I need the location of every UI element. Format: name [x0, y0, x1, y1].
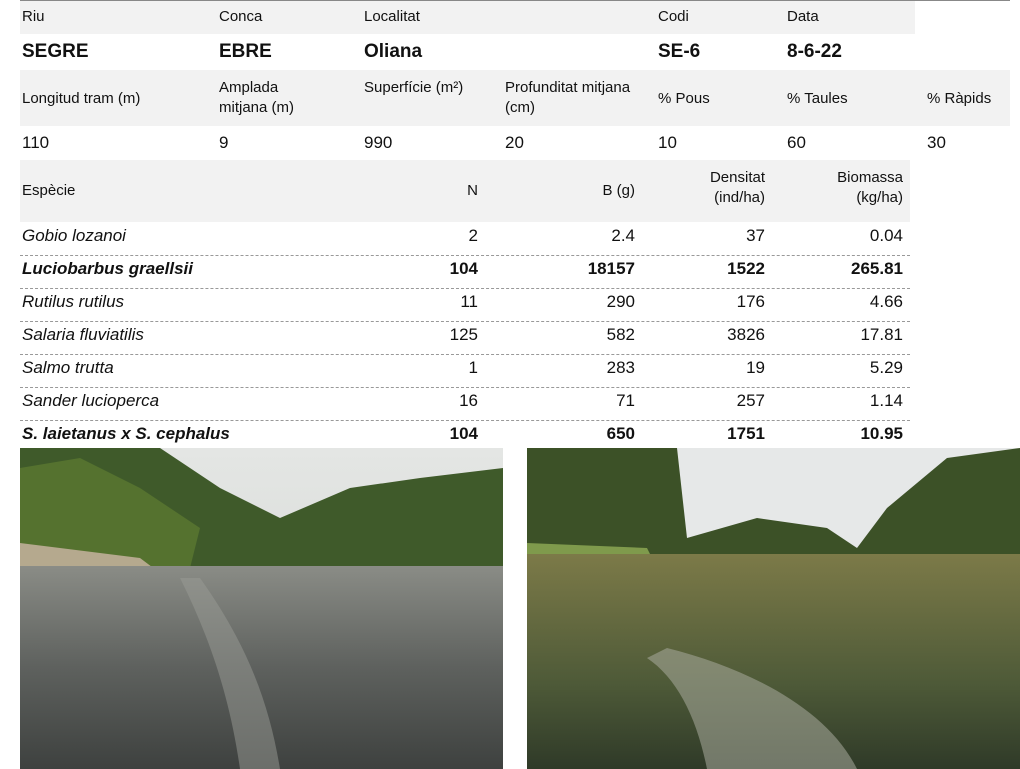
photo-right [527, 448, 1020, 769]
species-b-g: 650 [515, 424, 635, 444]
species-name: S. laietanus x S. cephalus [22, 424, 230, 444]
species-n: 16 [358, 391, 478, 411]
species-density: 3826 [645, 325, 765, 345]
species-b-g: 18157 [515, 259, 635, 279]
species-name: Rutilus rutilus [22, 292, 124, 312]
species-header: Espècie [22, 181, 75, 201]
row-divider [20, 321, 910, 322]
reach-value: 10 [658, 133, 677, 153]
species-biomass: 1.14 [783, 391, 903, 411]
species-header: B (g) [575, 181, 635, 201]
species-n: 11 [358, 292, 478, 312]
species-name: Salmo trutta [22, 358, 114, 378]
site-header: Localitat [364, 7, 420, 27]
site-value: SE-6 [658, 42, 700, 62]
species-biomass: 5.29 [783, 358, 903, 378]
species-b-g: 71 [515, 391, 635, 411]
row-divider [20, 387, 910, 388]
species-n: 125 [358, 325, 478, 345]
reach-value: 990 [364, 133, 392, 153]
species-header: Biomassa (kg/ha) [803, 168, 903, 208]
reach-value: 20 [505, 133, 524, 153]
reach-value: 9 [219, 133, 228, 153]
species-biomass: 10.95 [783, 424, 903, 444]
reach-header: % Taules [787, 89, 907, 109]
reach-header: Amplada mitjana (m) [219, 78, 329, 118]
species-n: 104 [358, 424, 478, 444]
page: (() => { const data = JSON.parse(documen… [0, 0, 1020, 769]
site-value: Oliana [364, 42, 422, 62]
row-bg [20, 0, 915, 34]
reach-header: % Ràpids [927, 89, 1017, 109]
species-n: 2 [358, 226, 478, 246]
reach-value: 60 [787, 133, 806, 153]
species-density: 19 [645, 358, 765, 378]
species-density: 1522 [645, 259, 765, 279]
photo-left [20, 448, 503, 769]
species-header: Densitat (ind/ha) [675, 168, 765, 208]
reach-header: Superfície (m²) [364, 78, 464, 98]
species-b-g: 290 [515, 292, 635, 312]
site-header: Codi [658, 7, 689, 27]
species-header: N [418, 181, 478, 201]
reach-value: 110 [22, 133, 49, 153]
top-rule [20, 0, 1010, 1]
row-divider [20, 255, 910, 256]
site-value: EBRE [219, 42, 272, 62]
site-header: Conca [219, 7, 262, 27]
species-biomass: 4.66 [783, 292, 903, 312]
site-value: 8-6-22 [787, 42, 842, 62]
species-b-g: 2.4 [515, 226, 635, 246]
reach-header: Longitud tram (m) [22, 89, 212, 109]
row-divider [20, 420, 910, 421]
species-biomass: 0.04 [783, 226, 903, 246]
species-name: Luciobarbus graellsii [22, 259, 193, 279]
species-biomass: 265.81 [783, 259, 903, 279]
row-divider [20, 288, 910, 289]
reach-header: Profunditat mitjana (cm) [505, 78, 645, 118]
species-b-g: 582 [515, 325, 635, 345]
site-value: SEGRE [22, 42, 89, 62]
species-density: 176 [645, 292, 765, 312]
site-header: Data [787, 7, 819, 27]
site-header: Riu [22, 7, 45, 27]
reach-header: % Pous [658, 89, 778, 109]
species-density: 37 [645, 226, 765, 246]
species-biomass: 17.81 [783, 325, 903, 345]
species-density: 257 [645, 391, 765, 411]
row-divider [20, 354, 910, 355]
species-density: 1751 [645, 424, 765, 444]
species-n: 1 [358, 358, 478, 378]
species-name: Salaria fluviatilis [22, 325, 144, 345]
species-name: Gobio lozanoi [22, 226, 126, 246]
species-name: Sander lucioperca [22, 391, 159, 411]
reach-value: 30 [927, 133, 946, 153]
species-n: 104 [358, 259, 478, 279]
species-b-g: 283 [515, 358, 635, 378]
